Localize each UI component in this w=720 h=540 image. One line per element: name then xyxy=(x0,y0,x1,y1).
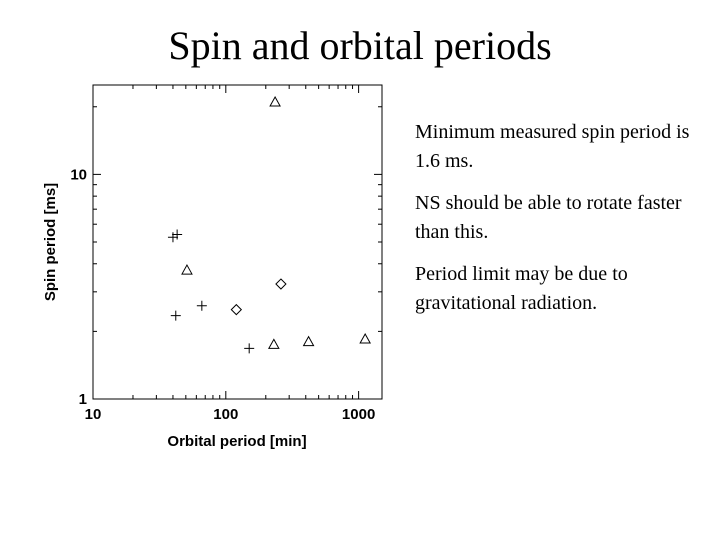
data-points xyxy=(167,95,371,354)
plus-point xyxy=(170,310,181,321)
plus-point xyxy=(172,229,183,240)
y-axis-label: Spin period [ms] xyxy=(42,183,59,301)
x-tick-label: 10 xyxy=(85,406,102,423)
bullet-list: Minimum measured spin period is 1.6 ms. … xyxy=(415,118,715,331)
triangle-point xyxy=(267,338,280,349)
triangle-point xyxy=(359,332,371,344)
bullet-item: Minimum measured spin period is 1.6 ms. xyxy=(415,121,690,172)
bullet-item: Period limit may be due to gravitational… xyxy=(415,263,628,314)
triangle-point xyxy=(181,264,193,275)
plus-point xyxy=(244,343,255,354)
plot-frame xyxy=(92,84,383,400)
bullet-item: NS should be able to rotate faster than … xyxy=(415,192,682,243)
diamond-point xyxy=(230,303,243,316)
slide-title: Spin and orbital periods xyxy=(168,23,552,68)
diamond-point xyxy=(275,278,287,290)
x-tick-label: 100 xyxy=(213,406,238,423)
scatter-chart: 10 100 1000 1 10 Orbital period [min] Spin p… xyxy=(30,72,400,462)
plus-point xyxy=(167,232,178,243)
x-tick-label: 1000 xyxy=(342,406,375,423)
y-tick-label: 1 xyxy=(79,391,87,408)
triangle-point xyxy=(269,95,281,107)
axis-ticks xyxy=(92,85,382,400)
x-axis-label: Orbital period [min] xyxy=(167,433,306,450)
y-tick-label: 10 xyxy=(70,166,87,183)
plus-point xyxy=(196,300,207,311)
triangle-point xyxy=(302,335,315,347)
